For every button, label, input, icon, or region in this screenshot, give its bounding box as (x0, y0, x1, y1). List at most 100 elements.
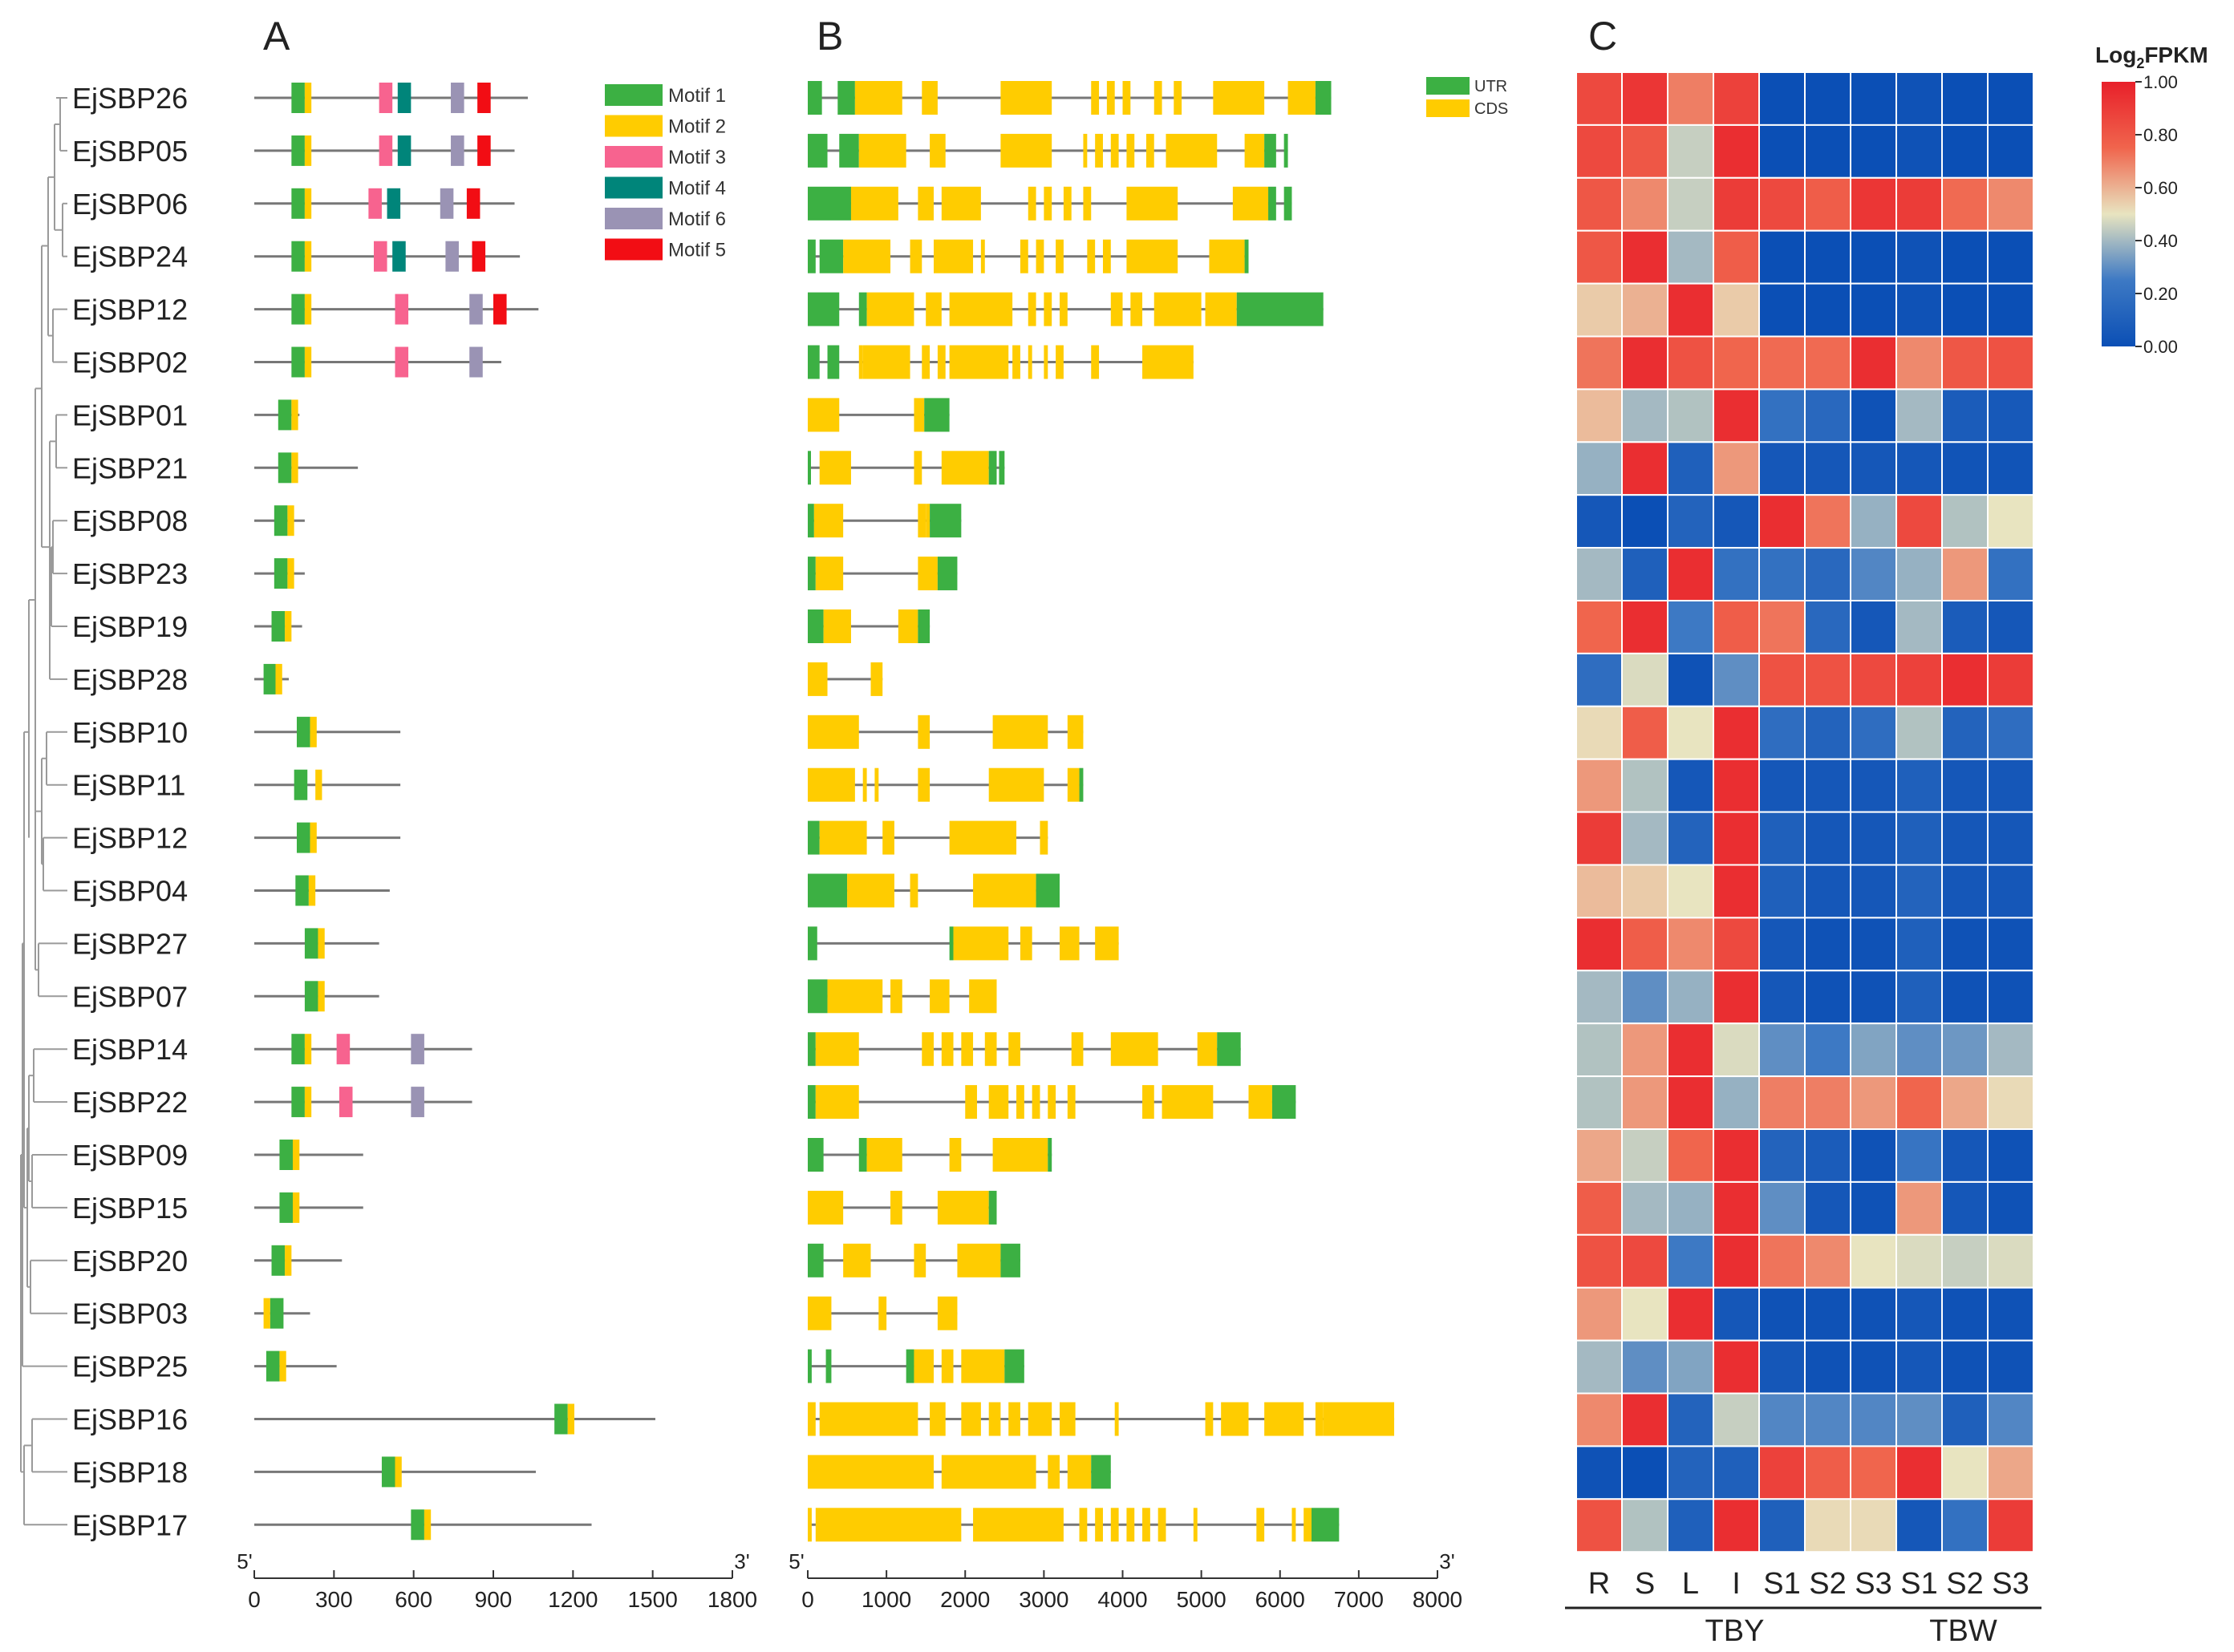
motif-box-motif-6 (440, 188, 454, 219)
cds-exon (934, 239, 974, 273)
heatmap-cell (1804, 547, 1851, 601)
heatmap-cell (1758, 1498, 1806, 1553)
heatmap-cell (1804, 229, 1851, 285)
cds-exon (1153, 81, 1162, 115)
legend-swatch-motif-6 (605, 208, 663, 229)
heatmap-cell (1621, 1498, 1668, 1553)
heatmap-cell (1621, 1339, 1668, 1395)
heatmap-cell (1804, 1128, 1851, 1183)
heatmap-cell (1941, 1392, 1989, 1448)
heatmap-cell (1941, 864, 1989, 919)
cds-exon (1145, 133, 1154, 168)
axis-tick-label: 5000 (1176, 1587, 1226, 1612)
legend-tick-label: 1.00 (2143, 72, 2178, 92)
cds-exon (1221, 1402, 1249, 1436)
cds-exon (843, 239, 891, 273)
utr-exon (808, 1032, 816, 1067)
utr-exon (906, 1349, 914, 1383)
gene-labels: EjSBP26 EjSBP05 EjSBP06 EjSBP24 EjSBP12 EjSBP… (72, 82, 188, 1541)
heatmap-cell (1987, 123, 2034, 179)
heatmap-cell (1575, 970, 1623, 1025)
cds-exon (862, 767, 867, 802)
gene-label: EjSBP09 (72, 1139, 188, 1172)
heatmap-cell (1895, 758, 1943, 813)
utr-exon (1004, 1349, 1024, 1383)
heatmap-cell (1895, 335, 1943, 391)
cds-exon (1079, 1508, 1088, 1542)
heatmap-cell (1941, 71, 1989, 126)
cds-exon (930, 979, 950, 1014)
heatmap-cell (1667, 282, 1714, 338)
legend-label: Motif 6 (668, 209, 726, 230)
heatmap-cell (1667, 652, 1714, 707)
heatmap-cell (1987, 758, 2034, 813)
heatmap-cell (1941, 652, 1989, 707)
heatmap-cell (1667, 123, 1714, 179)
heatmap-cell (1941, 600, 1989, 654)
heatmap-cell (1987, 1075, 2034, 1130)
cds-exon (949, 345, 1009, 379)
cds-exon (858, 345, 863, 379)
utr-exon (808, 557, 816, 591)
motif-box-motif-1 (266, 1350, 280, 1382)
heatmap-cell (1621, 441, 1668, 496)
heatmap-cell (1895, 1445, 1943, 1500)
utr-exon (949, 926, 954, 961)
heatmap-cell (1667, 758, 1714, 813)
utr-exon (1264, 133, 1276, 168)
heatmap-cell (1850, 494, 1897, 549)
heatmap-cell (1758, 1339, 1806, 1395)
cds-exon (870, 662, 883, 696)
cds-exon (918, 557, 938, 591)
heatmap-cell (1850, 71, 1897, 126)
heatmap-cell (1850, 1180, 1897, 1236)
heatmap-cell (1804, 282, 1851, 338)
utr-exon (858, 292, 867, 326)
gene-label: EjSBP14 (72, 1033, 188, 1066)
heatmap-cell (1667, 811, 1714, 866)
cds-exon (1067, 767, 1080, 802)
utr-exon (808, 873, 848, 908)
heatmap-cell (1895, 176, 1943, 232)
heatmap-cell (1667, 705, 1714, 760)
heatmap-column-label: I (1732, 1567, 1741, 1601)
heatmap-cell (1713, 547, 1760, 601)
cds-exon (823, 609, 851, 643)
motif-box-motif-2 (279, 1350, 286, 1382)
motif-box-motif-2 (293, 1140, 300, 1170)
axis-5prime-label: 5' (789, 1549, 804, 1573)
motif-box-motif-2 (291, 452, 298, 484)
utr-exon (808, 451, 811, 485)
heatmap-cell (1621, 547, 1668, 601)
motif-box-motif-1 (274, 558, 288, 589)
utr-exon (988, 451, 997, 485)
heatmap-cell (1987, 71, 2034, 126)
cds-exon (926, 292, 942, 326)
cds-exon (1008, 1402, 1020, 1436)
heatmap-cell (1621, 600, 1668, 654)
utr-exon (924, 398, 950, 432)
cds-exon (1044, 186, 1052, 221)
heatmap-cell (1575, 494, 1623, 549)
heatmap-cell (1667, 864, 1714, 919)
heatmap-cell (1758, 1180, 1806, 1236)
cds-exon (808, 398, 840, 432)
heatmap-cell (1575, 811, 1623, 866)
legend-swatch-motif-1 (605, 84, 663, 106)
cds-exon (941, 1455, 1036, 1489)
cds-exon (898, 609, 918, 643)
cds-exon (930, 133, 946, 168)
heatmap-cell (1758, 282, 1806, 338)
motif-box-motif-2 (304, 135, 312, 166)
motif-box-motif-2 (318, 928, 325, 959)
cds-exon (937, 1190, 989, 1225)
heatmap-cell (1758, 1286, 1806, 1342)
cds-exon (866, 1138, 902, 1172)
heatmap-cell (1667, 1180, 1714, 1236)
cds-exon (937, 1296, 958, 1330)
utr-exon (999, 451, 1005, 485)
heatmap-cell (1758, 1128, 1806, 1183)
cds-exon (988, 767, 1044, 802)
gene-label: EjSBP10 (72, 716, 188, 749)
cds-exon (965, 1085, 977, 1120)
